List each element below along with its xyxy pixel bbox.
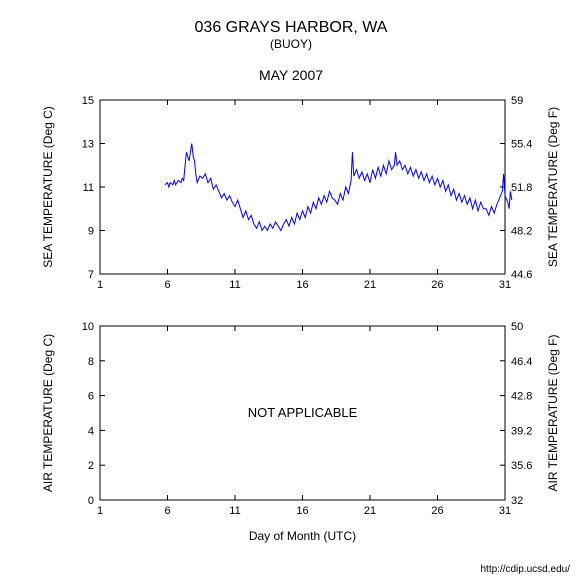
bot-ytick-right: 39.2 (511, 425, 532, 437)
chart-subtitle: (BUOY) (270, 37, 312, 51)
bot-ylabel-right: AIR TEMPERATURE (Deg F) (546, 335, 560, 492)
top-ytick-left: 15 (82, 95, 94, 107)
top-ytick-right: 48.2 (511, 226, 532, 238)
sea-temp-series (165, 144, 512, 231)
bot-ytick-left: 4 (88, 425, 94, 437)
not-applicable-text: NOT APPLICABLE (248, 405, 358, 420)
bot-ytick-right: 32 (511, 495, 523, 507)
bot-ytick-left: 2 (88, 460, 94, 472)
bot-xtick: 1 (97, 505, 103, 517)
top-ytick-right: 44.6 (511, 269, 532, 281)
top-ytick-left: 13 (82, 139, 94, 151)
bot-ytick-left: 8 (88, 356, 94, 368)
bot-ylabel-left: AIR TEMPERATURE (Deg C) (41, 334, 55, 492)
top-ytick-left: 9 (88, 226, 94, 238)
top-xtick: 31 (499, 279, 511, 291)
bot-xtick: 26 (431, 505, 443, 517)
top-ytick-left: 7 (88, 269, 94, 281)
top-ytick-left: 11 (83, 182, 94, 194)
top-ytick-right: 51.8 (511, 182, 532, 194)
top-ylabel-left: SEA TEMPERATURE (Deg C) (41, 106, 55, 268)
bot-ytick-right: 35.6 (511, 460, 532, 472)
top-xtick: 6 (164, 279, 170, 291)
bot-ytick-right: 50 (511, 321, 523, 333)
bot-xtick: 6 (164, 505, 170, 517)
chart-title: 036 GRAYS HARBOR, WA (195, 19, 388, 36)
top-xtick: 1 (97, 279, 103, 291)
top-xtick: 16 (296, 279, 308, 291)
top-ylabel-right: SEA TEMPERATURE (Deg F) (546, 107, 560, 267)
bot-xtick: 16 (296, 505, 308, 517)
bot-ytick-left: 10 (82, 321, 94, 333)
top-xtick: 21 (364, 279, 376, 291)
bot-ytick-left: 0 (88, 495, 94, 507)
x-axis-label: Day of Month (UTC) (249, 529, 356, 543)
bot-ytick-right: 46.4 (511, 356, 532, 368)
top-xtick: 26 (431, 279, 443, 291)
top-ytick-right: 55.4 (511, 139, 532, 151)
bot-ytick-right: 42.8 (511, 391, 532, 403)
chart-month: MAY 2007 (259, 67, 323, 83)
temperature-chart: 036 GRAYS HARBOR, WA(BUOY)MAY 2007791113… (0, 0, 582, 581)
bot-xtick: 31 (499, 505, 511, 517)
top-ytick-right: 59 (511, 95, 523, 107)
top-xtick: 11 (229, 279, 240, 291)
bot-ytick-left: 6 (88, 391, 94, 403)
footer-url: http://cdip.ucsd.edu/ (480, 564, 570, 575)
bot-xtick: 21 (364, 505, 376, 517)
bot-xtick: 11 (229, 505, 240, 517)
